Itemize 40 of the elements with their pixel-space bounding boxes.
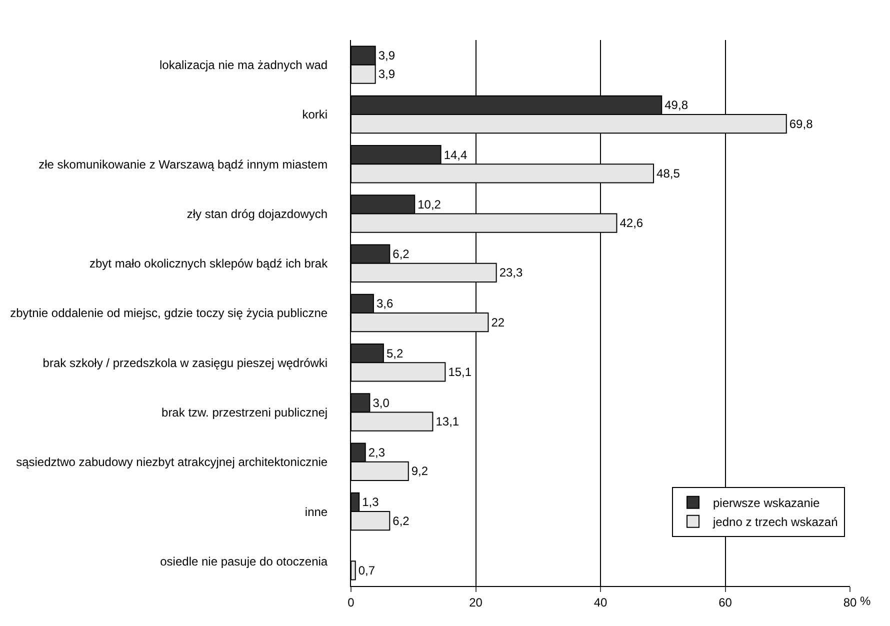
data-label: 1,3	[362, 495, 380, 510]
data-label: 48,5	[656, 166, 680, 180]
y-tick-label: sąsiedztwo zabudowy niezbyt atrakcyjnej architektonicznie	[16, 455, 328, 470]
y-tick-label: inne	[304, 504, 328, 519]
data-label: 49,8	[664, 98, 688, 112]
data-label: 42,6	[620, 216, 644, 230]
y-tick-label: złe skomunikowanie z Warszawą bądź innym miastem	[38, 157, 328, 172]
data-label: 5,2	[386, 346, 404, 360]
y-tick-label: zbyt mało okolicznych sklepów bądź ich brak	[89, 256, 329, 271]
x-tick-label: 0	[348, 595, 355, 610]
data-label: 6,2	[392, 514, 410, 528]
data-label: 3,9	[378, 67, 396, 82]
legend-label: pierwsze wskazanie	[713, 496, 820, 510]
data-label: 22	[491, 315, 505, 330]
y-tick-label: zbytnie oddalenie od miejsc, gdzie toczy się życia publiczne	[10, 306, 328, 320]
data-label: 15,1	[448, 364, 472, 379]
data-label: 6,2	[392, 247, 410, 262]
data-label: 3,0	[372, 396, 390, 410]
data-label: 14,4	[444, 148, 468, 162]
y-tick-label: lokalizacja nie ma żadnych wad	[160, 58, 328, 72]
y-tick-label: brak szkoły / przedszkola w zasięgu pieszej wędrówki	[42, 356, 328, 370]
data-label: 2,3	[368, 446, 386, 460]
x-tick-label: 40	[594, 595, 608, 610]
data-label: 13,1	[436, 414, 460, 429]
x-axis-title: %	[860, 594, 871, 608]
legend-label: jedno z trzech wskazań	[712, 515, 838, 530]
y-tick-label: osiedle nie pasuje do otoczenia	[160, 554, 328, 568]
data-label: 69,8	[789, 116, 814, 131]
x-tick-label: 60	[718, 595, 732, 610]
y-tick-label: korki	[302, 108, 328, 122]
data-label: 3,6	[376, 296, 394, 311]
data-label: 0,7	[358, 563, 376, 578]
data-label: 23,3	[499, 266, 524, 280]
y-tick-label: zły stan dróg dojazdowych	[186, 206, 328, 221]
y-tick-label: brak tzw. przestrzeni publicznej	[162, 405, 328, 420]
data-label: 10,2	[418, 197, 442, 212]
x-tick-label: 80	[843, 595, 857, 610]
data-label: 9,2	[411, 464, 428, 478]
data-label: 3,9	[378, 48, 396, 63]
x-tick-label: 20	[469, 595, 483, 610]
